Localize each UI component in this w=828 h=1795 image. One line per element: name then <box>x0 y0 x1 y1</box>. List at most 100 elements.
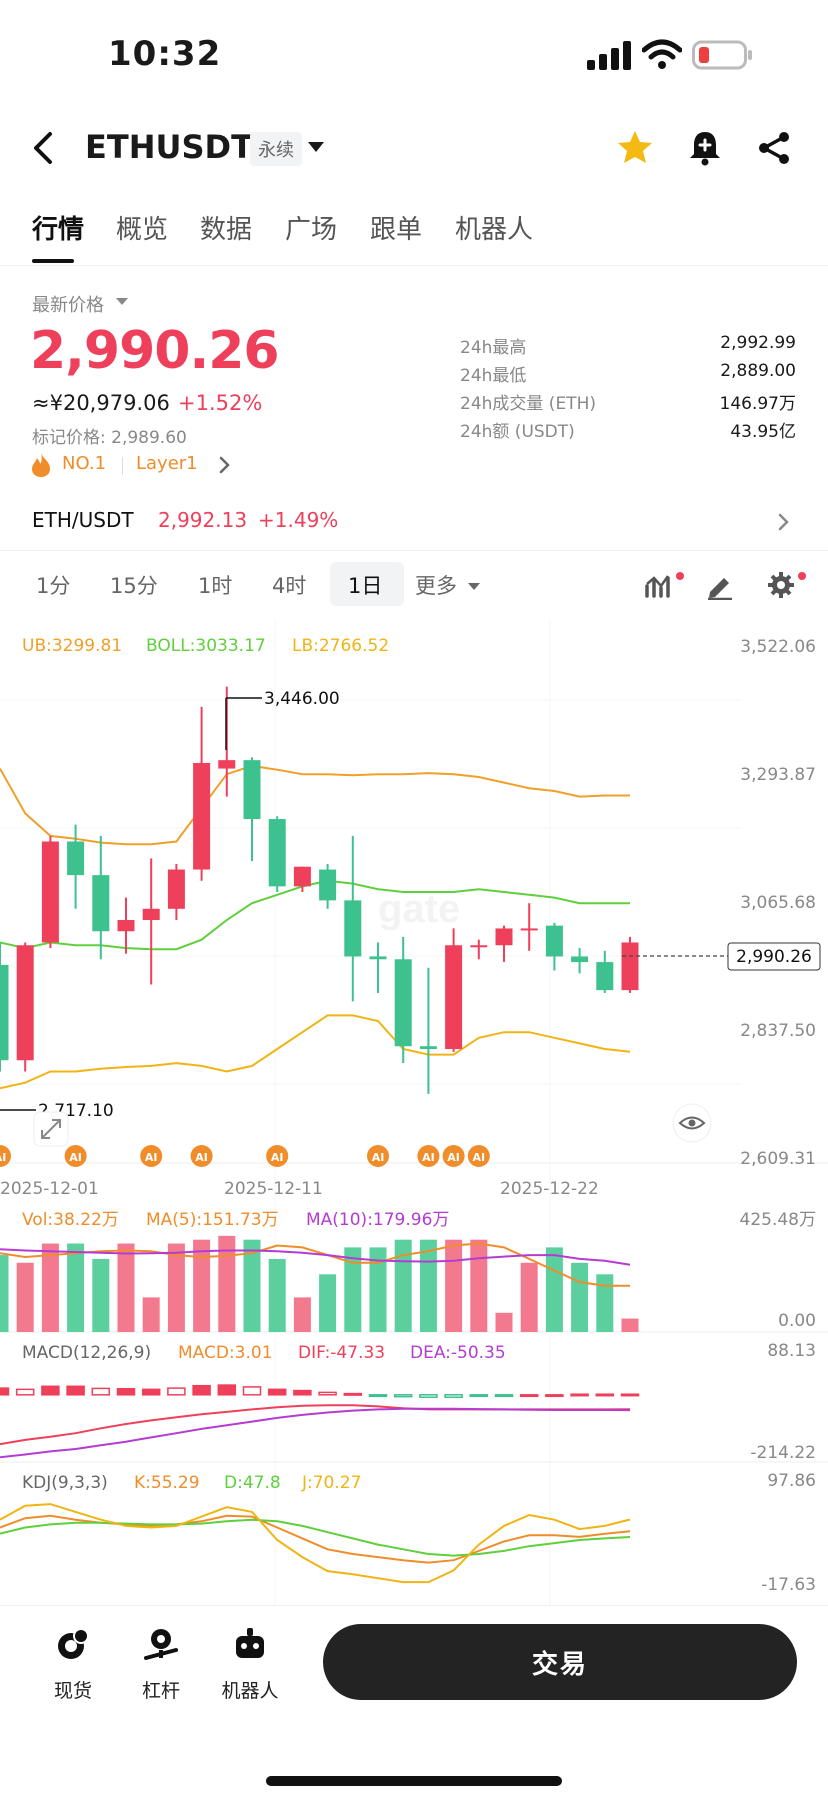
volume-bar <box>596 1274 614 1332</box>
eye-visibility-icon[interactable] <box>672 1103 712 1143</box>
expand-icon[interactable] <box>33 1111 69 1147</box>
timeframe-1h[interactable]: 1时 <box>198 574 233 598</box>
macd-histogram-bar <box>368 1394 388 1398</box>
macd-title: MACD(12,26,9) <box>22 1343 151 1363</box>
trade-button[interactable]: 交易 <box>323 1624 797 1700</box>
cellular-signal-icon <box>587 41 631 70</box>
tab-overview[interactable]: 概览 <box>116 215 169 245</box>
candle-body <box>193 762 211 870</box>
volume-bar <box>369 1247 387 1332</box>
chart-canvas[interactable]: gate UB:3299.81 BOLL:3033.17 LB:2766.52 … <box>0 620 828 1605</box>
ai-marker-badge <box>266 1145 289 1167</box>
spot-pair-name: ETH/USDT <box>32 508 134 532</box>
macd-histogram-bar <box>343 1392 363 1396</box>
macd-histogram-bar <box>192 1384 211 1396</box>
chevron-right-icon[interactable] <box>776 512 790 532</box>
spot-button[interactable]: 现货 <box>33 1626 113 1703</box>
status-time: 10:32 <box>108 34 222 74</box>
candle-body <box>243 760 261 820</box>
battery-low-icon <box>692 40 752 70</box>
volume-bar <box>394 1239 412 1332</box>
last-price-label[interactable]: 最新价格 <box>32 295 104 316</box>
candle-body <box>571 956 589 963</box>
pair-dropdown-icon[interactable] <box>308 142 324 152</box>
dea-value: DEA:-50.35 <box>410 1343 506 1363</box>
wifi-icon <box>642 39 682 69</box>
timeframe-more[interactable]: 更多 <box>415 574 457 598</box>
volume-bar <box>344 1247 362 1332</box>
margin-button[interactable]: 杠杆 <box>121 1626 201 1703</box>
volume-bar <box>545 1247 563 1332</box>
robot-icon <box>236 1628 264 1658</box>
caret-down-icon[interactable] <box>116 298 128 305</box>
kdj-axis-tick: 97.86 <box>767 1471 816 1491</box>
macd-dea-line <box>0 1407 631 1459</box>
candle-body <box>67 841 85 876</box>
macd-dif-line <box>0 1404 631 1446</box>
settings-gear-icon[interactable] <box>765 570 797 600</box>
alert-bell-icon[interactable] <box>685 128 725 168</box>
star-favorite-icon[interactable] <box>615 128 655 168</box>
ai-marker-text: AI <box>372 1151 385 1164</box>
kdj-j-line <box>0 1503 631 1584</box>
back-icon[interactable] <box>24 128 64 168</box>
timeframe-1d[interactable]: 1日 <box>348 574 383 598</box>
chevron-right-icon[interactable] <box>216 455 232 475</box>
ai-marker-text: AI <box>69 1151 82 1164</box>
vol-label: Vol:38.22万 <box>22 1210 119 1230</box>
change-percent: +1.52% <box>178 391 263 415</box>
candle-body <box>167 869 185 909</box>
rank-tag[interactable]: NO.1 <box>62 453 107 474</box>
macd-histogram-bar <box>91 1387 111 1396</box>
volume-bar <box>117 1243 135 1332</box>
macd-histogram-bar <box>267 1388 287 1396</box>
ai-marker: AI <box>367 1145 389 1167</box>
date-label: 2025-12-11 <box>224 1179 323 1199</box>
caret-down-icon[interactable] <box>468 583 480 590</box>
volume-bar <box>520 1262 538 1332</box>
tab-bots[interactable]: 机器人 <box>455 215 534 245</box>
macd-histogram-bar <box>595 1393 615 1397</box>
indicator-icon[interactable] <box>644 570 676 600</box>
kline-chart[interactable]: gate UB:3299.81 BOLL:3033.17 LB:2766.52 … <box>0 620 828 1605</box>
timeframe-4h[interactable]: 4时 <box>272 574 307 598</box>
ai-marker: AI <box>417 1145 440 1167</box>
ai-marker-badge <box>140 1145 163 1167</box>
macd-histogram-bar <box>242 1386 262 1396</box>
candle-body <box>520 928 538 931</box>
timeframe-1m[interactable]: 1分 <box>36 574 71 598</box>
volume-bar <box>167 1243 185 1332</box>
candle-body <box>369 956 387 960</box>
macd-histogram-bar <box>620 1393 640 1397</box>
candle-body <box>41 841 59 943</box>
tab-copy-trading[interactable]: 跟单 <box>370 215 423 245</box>
tab-square[interactable]: 广场 <box>285 215 338 245</box>
kdj-axis-tick: -17.63 <box>761 1575 816 1595</box>
ai-marker-text: AI <box>472 1151 485 1164</box>
timeframe-15m[interactable]: 15分 <box>110 574 158 598</box>
draw-pencil-icon[interactable] <box>704 570 736 600</box>
dif-value: DIF:-47.33 <box>298 1343 385 1363</box>
lb-label: LB:2766.52 <box>292 636 389 656</box>
tab-market[interactable]: 行情 <box>32 215 85 245</box>
price-axis-tick: 3,065.68 <box>740 893 816 913</box>
ai-marker: AI <box>442 1145 465 1167</box>
macd-histogram-bar <box>419 1394 438 1399</box>
pair-title[interactable]: ETHUSDT <box>85 128 253 166</box>
vol-ma10-line <box>0 1248 631 1266</box>
last-price: 2,990.26 <box>30 321 280 381</box>
fire-icon <box>32 453 50 477</box>
spot-pair-row[interactable]: ETH/USDT 2,992.13 +1.49% <box>0 500 828 544</box>
sector-tag[interactable]: Layer1 <box>136 453 198 474</box>
ai-marker-badge <box>417 1145 440 1167</box>
boll-lower-line <box>0 1014 631 1090</box>
main-tabs: 行情 概览 数据 广场 跟单 机器人 <box>0 205 828 267</box>
macd-histogram-bar <box>318 1391 337 1396</box>
bots-button[interactable]: 机器人 <box>210 1626 290 1703</box>
macd-value: MACD:3.01 <box>178 1343 273 1363</box>
tab-data[interactable]: 数据 <box>200 215 253 245</box>
volume-bar <box>243 1239 261 1332</box>
share-icon[interactable] <box>754 128 794 168</box>
margin-label: 杠杆 <box>141 1680 180 1702</box>
ub-label: UB:3299.81 <box>22 636 122 656</box>
